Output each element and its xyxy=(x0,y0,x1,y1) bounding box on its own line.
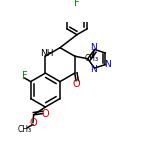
Text: F: F xyxy=(22,71,27,81)
Text: N: N xyxy=(90,43,97,52)
Text: N: N xyxy=(104,60,110,69)
Text: O: O xyxy=(29,118,37,128)
Text: CH₃: CH₃ xyxy=(18,125,32,134)
Text: N: N xyxy=(90,65,97,74)
Text: O: O xyxy=(41,109,49,119)
Text: F: F xyxy=(74,0,80,8)
Text: NH: NH xyxy=(40,49,53,58)
Text: CH₃: CH₃ xyxy=(85,54,98,63)
Text: O: O xyxy=(72,79,80,89)
